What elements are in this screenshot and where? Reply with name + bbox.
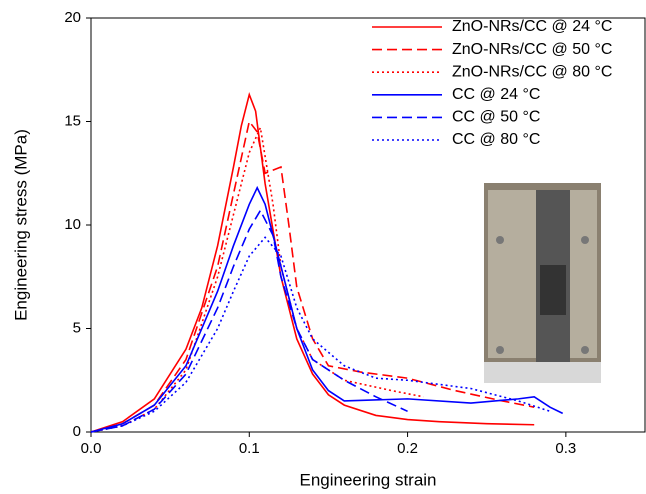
legend-label: CC @ 24 °C	[452, 86, 540, 103]
y-tick-label: 0	[73, 423, 81, 440]
data-line	[90, 208, 408, 433]
photo-screw	[581, 346, 589, 354]
data-line	[90, 119, 535, 433]
data-line	[90, 236, 551, 433]
legend-label: ZnO-NRs/CC @ 50 °C	[452, 41, 612, 58]
y-tick-label: 10	[64, 216, 81, 233]
legend-label: CC @ 50 °C	[452, 109, 540, 126]
x-tick-label: 0.1	[239, 440, 260, 457]
y-axis-title: Engineering stress (MPa)	[11, 129, 30, 321]
photo-screw	[496, 346, 504, 354]
x-tick-label: 0.0	[81, 440, 102, 457]
x-axis-title: Engineering strain	[299, 470, 436, 489]
data-line	[90, 91, 535, 433]
photo-base	[484, 362, 601, 383]
x-tick-label: 0.2	[397, 440, 418, 457]
y-tick-label: 5	[73, 319, 81, 336]
legend-label: ZnO-NRs/CC @ 24 °C	[452, 18, 612, 35]
data-line	[90, 124, 424, 433]
photo-screw	[581, 236, 589, 244]
inset-photo	[484, 183, 601, 383]
legend-label: ZnO-NRs/CC @ 80 °C	[452, 63, 612, 80]
photo-fracture	[540, 265, 566, 315]
y-tick-label: 15	[64, 112, 81, 129]
y-tick-label: 20	[64, 9, 81, 26]
x-tick-label: 0.3	[555, 440, 576, 457]
legend-label: CC @ 80 °C	[452, 131, 540, 148]
photo-screw	[496, 236, 504, 244]
